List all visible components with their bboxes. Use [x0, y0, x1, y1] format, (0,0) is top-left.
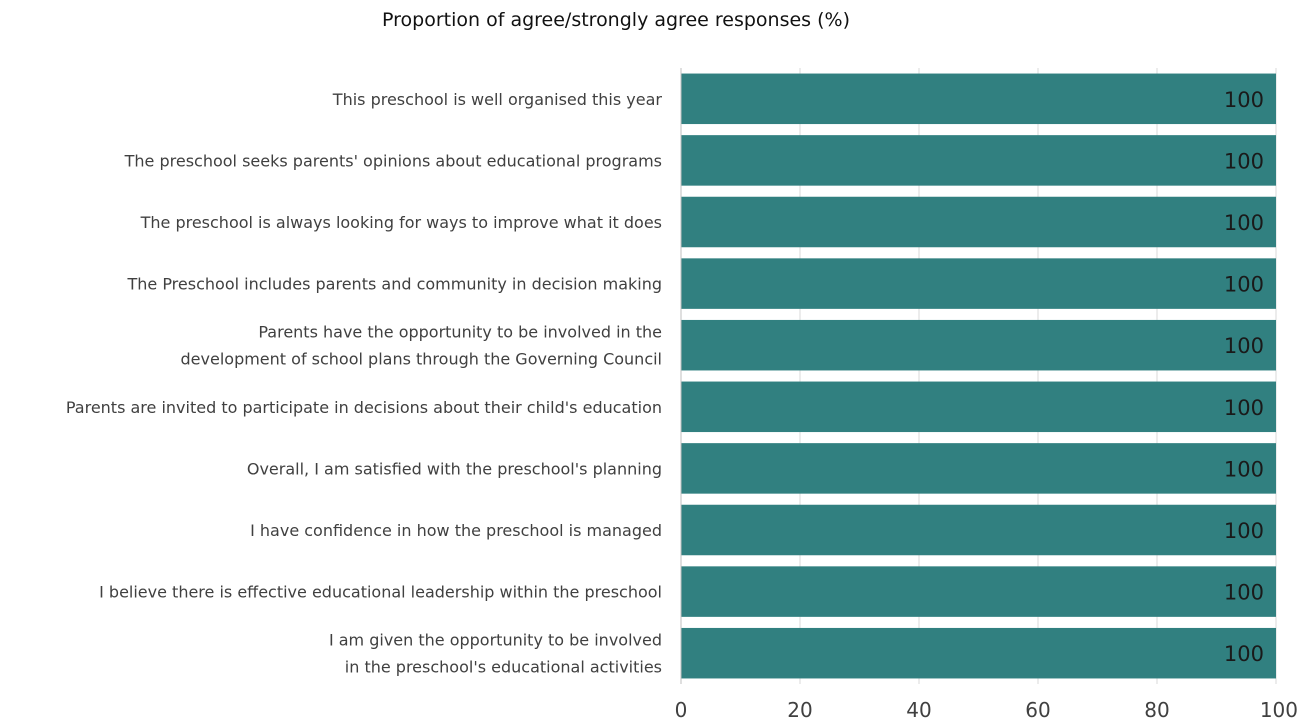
category-label-line: Parents are invited to participate in de… [66, 398, 662, 417]
bar [681, 627, 1276, 679]
data-label: 100 [1224, 581, 1264, 605]
category-label-line: I believe there is effective educational… [99, 583, 662, 602]
x-tick-label: 20 [787, 698, 812, 722]
category-label: The preschool is always looking for ways… [140, 213, 662, 232]
category-label: Parents have the opportunity to be invol… [181, 323, 662, 369]
data-label: 100 [1224, 457, 1264, 481]
category-label: Parents are invited to participate in de… [66, 398, 662, 417]
category-label-line: development of school plans through the … [181, 350, 662, 369]
data-label: 100 [1224, 149, 1264, 173]
category-label: The Preschool includes parents and commu… [126, 275, 662, 294]
data-label: 100 [1224, 273, 1264, 297]
bar [681, 135, 1276, 186]
category-label-line: This preschool is well organised this ye… [332, 90, 663, 109]
category-label: Overall, I am satisfied with the prescho… [247, 459, 662, 478]
bar [681, 73, 1276, 125]
category-label-line: Parents have the opportunity to be invol… [258, 323, 662, 342]
category-label-line: The preschool seeks parents' opinions ab… [124, 151, 662, 170]
data-label: 100 [1224, 211, 1264, 235]
category-label: I am given the opportunity to be involve… [329, 631, 662, 677]
data-label: 100 [1224, 642, 1264, 666]
x-tick-label: 0 [675, 698, 688, 722]
category-label-line: Overall, I am satisfied with the prescho… [247, 459, 662, 478]
category-label-line: I have confidence in how the preschool i… [250, 521, 662, 540]
category-label-line: The preschool is always looking for ways… [140, 213, 662, 232]
category-label: The preschool seeks parents' opinions ab… [124, 151, 662, 170]
chart-title: Proportion of agree/strongly agree respo… [382, 9, 850, 31]
category-label-line: The Preschool includes parents and commu… [126, 275, 662, 294]
data-label: 100 [1224, 519, 1264, 543]
category-label: I believe there is effective educational… [99, 583, 662, 602]
x-tick-label: 100 [1260, 698, 1298, 722]
x-tick-label: 80 [1144, 698, 1169, 722]
bar [681, 319, 1276, 371]
category-label: I have confidence in how the preschool i… [250, 521, 662, 540]
category-label: This preschool is well organised this ye… [332, 90, 663, 109]
category-label-line: I am given the opportunity to be involve… [329, 631, 662, 650]
bar [681, 381, 1276, 433]
x-tick-label: 40 [906, 698, 931, 722]
bar [681, 443, 1276, 494]
data-label: 100 [1224, 334, 1264, 358]
data-label: 100 [1224, 396, 1264, 420]
bar [681, 258, 1276, 309]
bar [681, 504, 1276, 556]
x-tick-label: 60 [1025, 698, 1050, 722]
category-label-line: in the preschool's educational activitie… [345, 658, 662, 677]
bar [681, 566, 1276, 617]
data-label: 100 [1224, 88, 1264, 112]
bar [681, 196, 1276, 248]
